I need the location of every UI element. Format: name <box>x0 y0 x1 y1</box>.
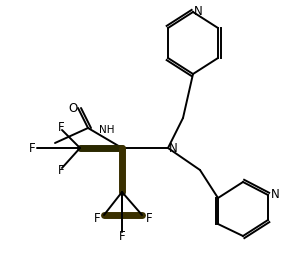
Text: NH: NH <box>99 125 115 135</box>
Text: N: N <box>271 189 279 202</box>
Text: F: F <box>29 141 35 155</box>
Text: F: F <box>58 164 64 177</box>
Text: F: F <box>119 229 125 242</box>
Text: N: N <box>169 141 177 155</box>
Text: F: F <box>58 120 64 133</box>
Text: N: N <box>194 4 202 18</box>
Text: F: F <box>94 212 100 225</box>
Text: F: F <box>146 212 152 225</box>
Text: O: O <box>68 102 78 114</box>
